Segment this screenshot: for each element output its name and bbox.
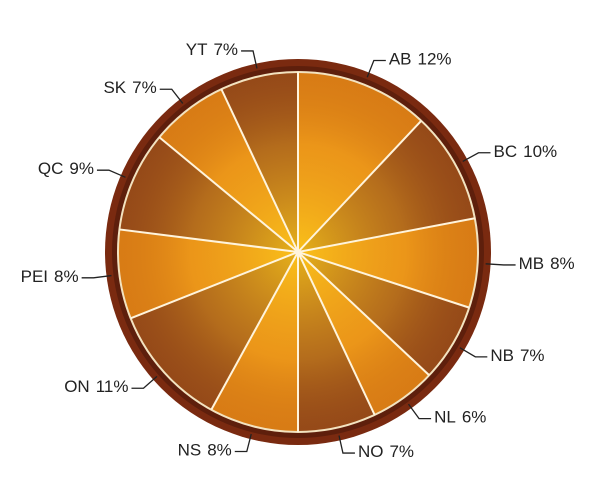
- leader-line: [485, 263, 516, 266]
- slice-divider: [220, 88, 299, 253]
- slice-category: PEI: [21, 267, 48, 286]
- slice-label: QC 9%: [38, 160, 94, 179]
- slice-category: QC: [38, 160, 64, 179]
- slice-label: NS 8%: [178, 441, 232, 460]
- slice-value-label: 7%: [520, 346, 545, 365]
- leader-line: [96, 169, 126, 178]
- slice-label: PEI 8%: [21, 267, 79, 286]
- slice-divider: [297, 217, 475, 253]
- slice-category: NL: [434, 408, 456, 427]
- leader-line: [459, 347, 488, 358]
- slice-value-label: 10%: [523, 142, 557, 161]
- slice-category: AB: [389, 50, 412, 69]
- slice-divider: [297, 251, 430, 376]
- slice-value-label: 7%: [389, 443, 414, 462]
- slice-divider: [297, 251, 376, 416]
- slice-value-label: 12%: [418, 50, 452, 69]
- slice-label: SK 7%: [103, 79, 156, 98]
- slice-label: NO 7%: [358, 443, 414, 462]
- leader-line: [234, 433, 252, 453]
- slice-value-label: 7%: [213, 40, 238, 59]
- slice-divider: [158, 136, 299, 253]
- leader-line: [366, 59, 386, 78]
- slice-category: NO: [358, 443, 384, 462]
- slice-category: BC: [494, 142, 518, 161]
- slice-divider: [297, 120, 422, 253]
- slice-value-label: 7%: [132, 79, 157, 98]
- slice-label: YT 7%: [186, 40, 238, 59]
- slice-label: NB 7%: [490, 346, 544, 365]
- slice-value-label: 8%: [207, 441, 232, 460]
- slice-label: MB 8%: [519, 254, 575, 273]
- slice-value-label: 8%: [550, 254, 575, 273]
- leader-line: [159, 88, 184, 104]
- slice-category: ON: [64, 378, 90, 397]
- leader-line: [338, 435, 355, 454]
- slice-category: YT: [186, 40, 208, 59]
- slice-category: NB: [490, 346, 514, 365]
- leader-line: [241, 50, 258, 69]
- slice-label: AB 12%: [389, 50, 452, 69]
- leader-line: [462, 152, 491, 162]
- slice-label: NL 6%: [434, 408, 486, 427]
- slice-category: MB: [519, 254, 545, 273]
- slice-value-label: 8%: [54, 267, 79, 286]
- slice-value-label: 11%: [96, 378, 129, 397]
- slice-value-label: 6%: [462, 408, 487, 427]
- slice-category: NS: [178, 441, 202, 460]
- slice-divider: [130, 251, 299, 320]
- slice-label: ON 11%: [64, 378, 128, 397]
- slice-divider: [210, 251, 299, 411]
- leader-line: [81, 274, 112, 279]
- leader-line: [131, 375, 158, 389]
- slice-divider: [297, 251, 470, 309]
- slice-label: BC 10%: [494, 142, 558, 161]
- slice-category: SK: [103, 79, 126, 98]
- leader-line: [407, 403, 432, 420]
- slice-value-label: 9%: [69, 160, 94, 179]
- slice-divider: [119, 228, 299, 253]
